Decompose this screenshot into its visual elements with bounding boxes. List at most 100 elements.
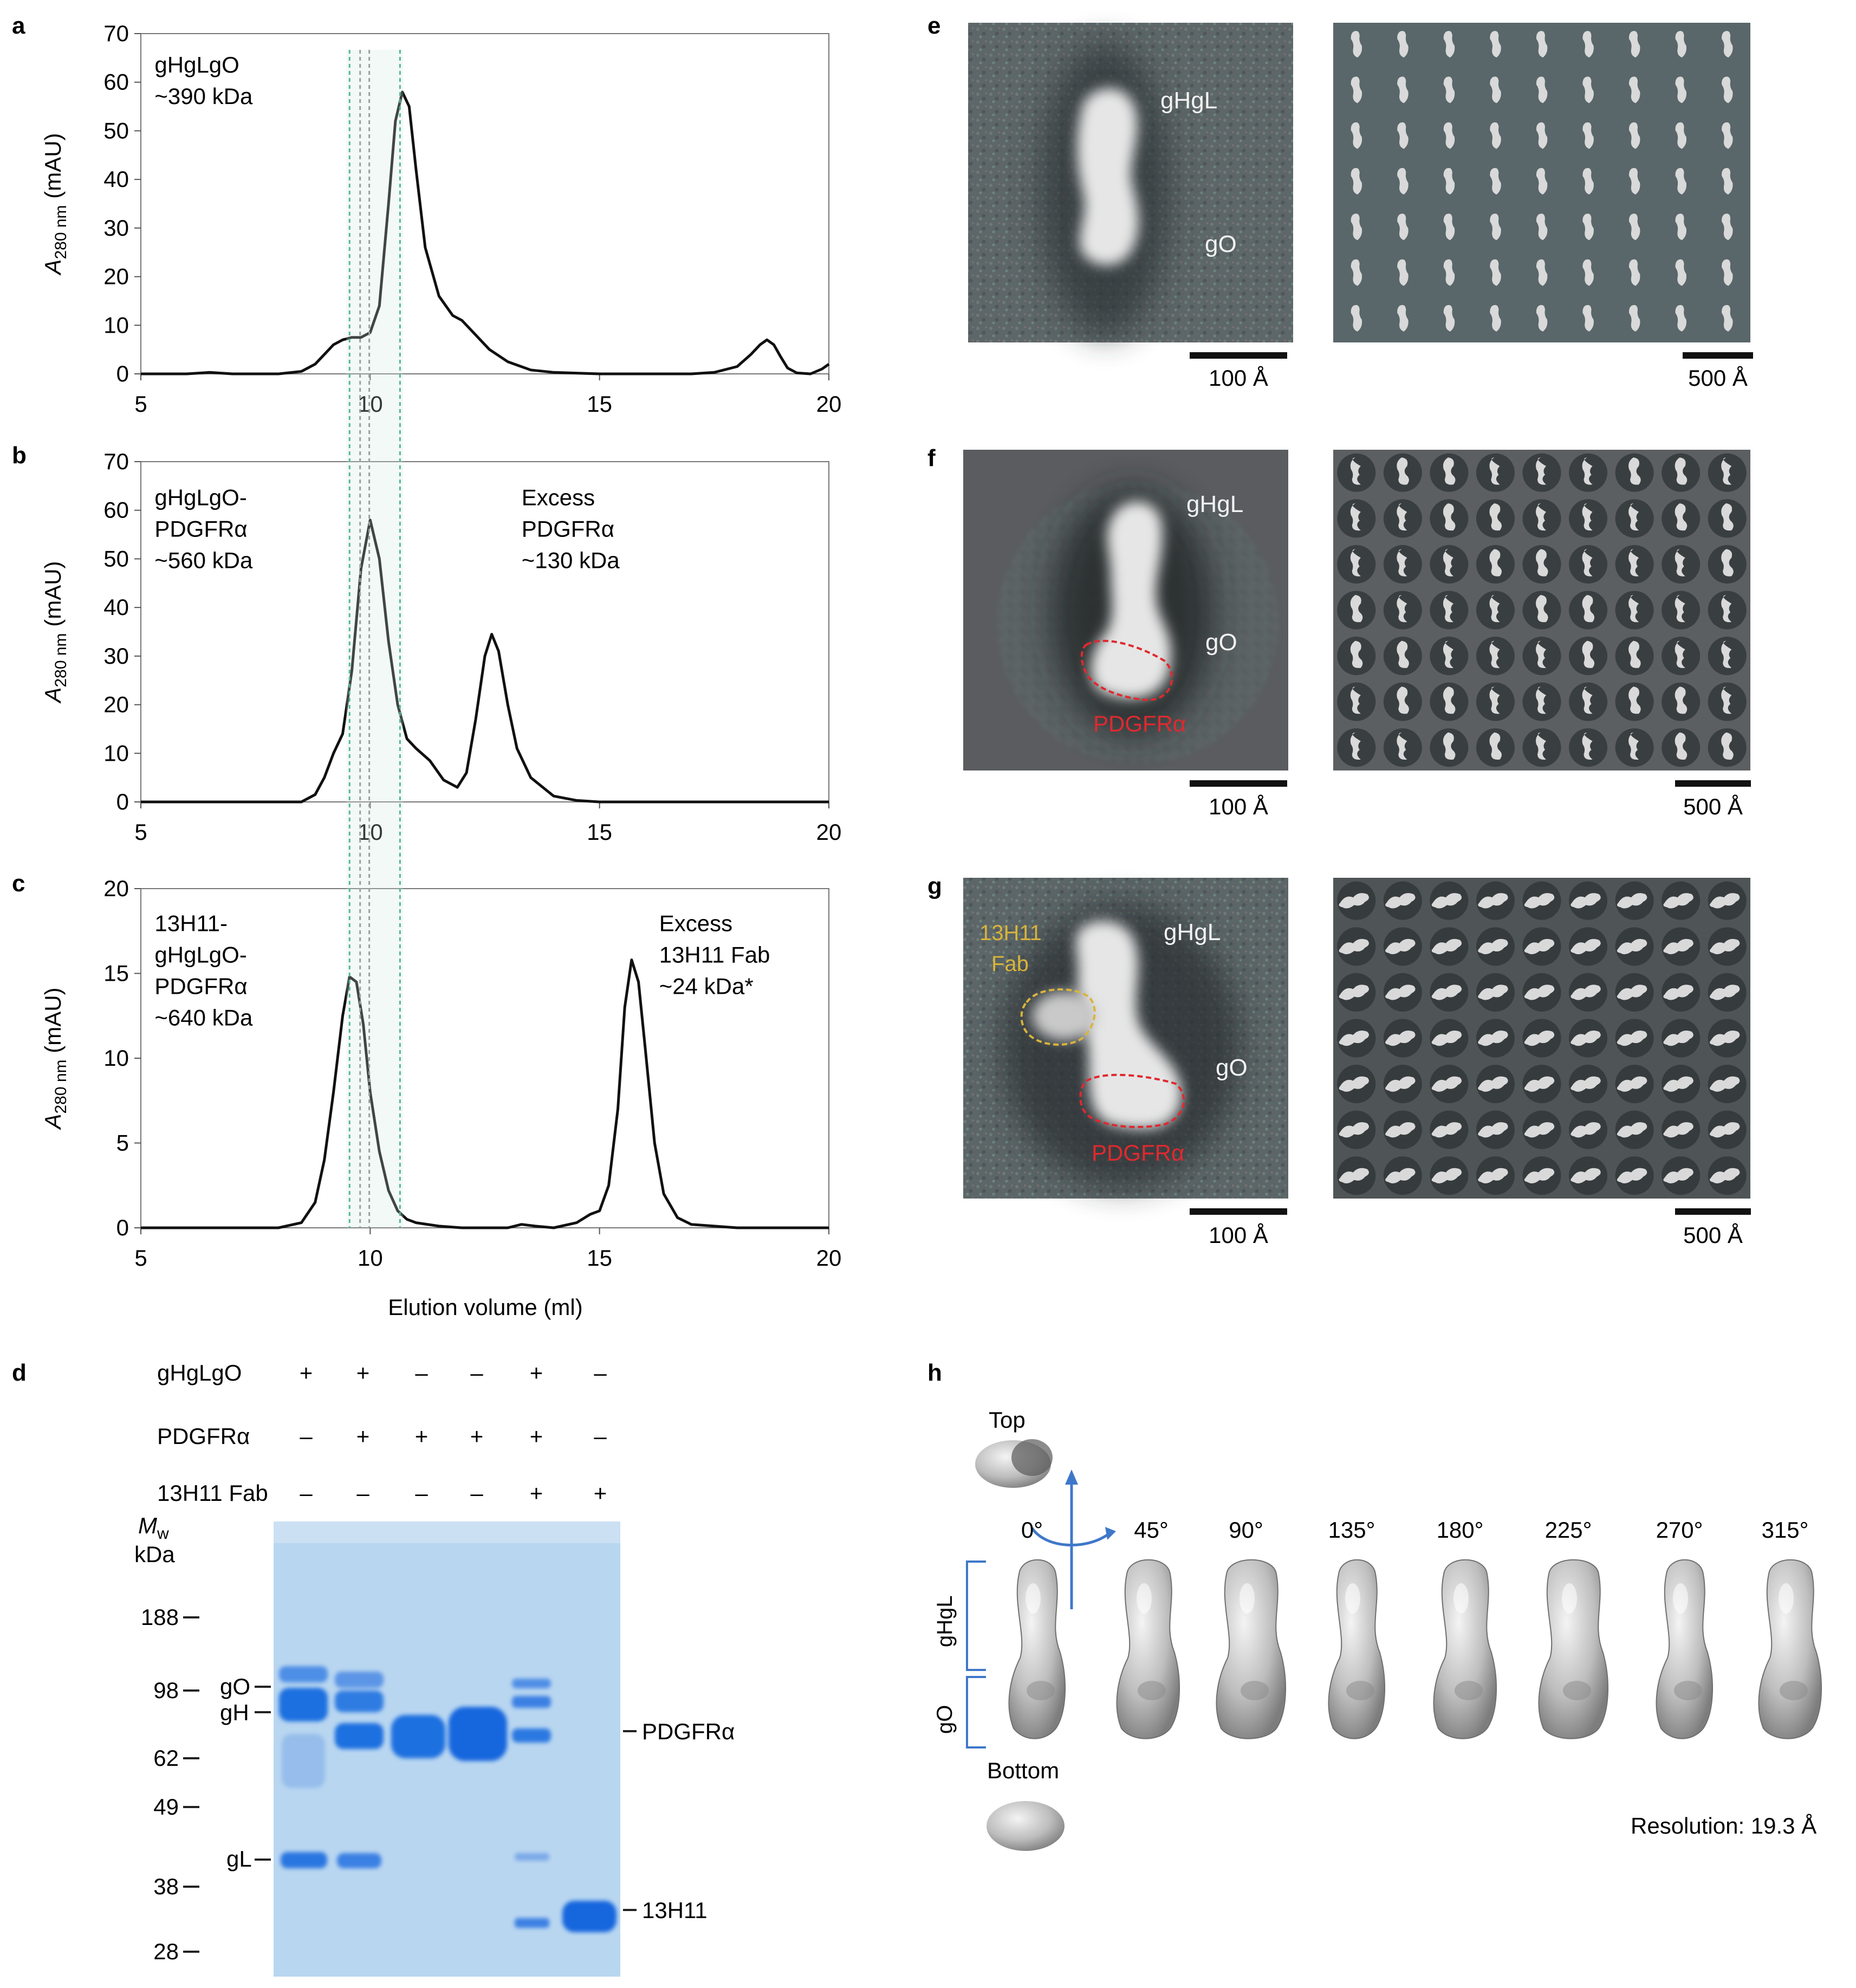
x-tick-label: 15 (587, 391, 612, 417)
class-average-particle (1339, 985, 1369, 1000)
class-average-particle (1443, 595, 1453, 623)
x-tick-label: 5 (134, 819, 147, 845)
class-average-particle (1397, 31, 1409, 58)
class-average-particle (1350, 687, 1361, 714)
class-average-particle (1582, 640, 1595, 668)
class-average-particle (1443, 122, 1455, 149)
panel-letter-d: d (12, 1359, 27, 1386)
gel-row-label-2: PDGFRα (157, 1423, 250, 1449)
class-average-particle (1663, 1076, 1693, 1092)
x-tick-label: 10 (358, 391, 383, 417)
class-average-particle (1536, 503, 1546, 531)
class-average-particle (1443, 31, 1455, 58)
class-average-particle (1675, 687, 1688, 714)
angle-label: 90° (1229, 1517, 1263, 1543)
class-average-particle (1350, 595, 1363, 623)
mw-marker-label: 28 (153, 1939, 179, 1964)
class-average-particle (1397, 503, 1407, 531)
class-average-particle (1675, 168, 1686, 195)
mw-marker-label: 188 (141, 1604, 179, 1630)
class-average-particle (1663, 893, 1693, 909)
class-average-particle (1524, 1168, 1555, 1183)
x-tick-label: 15 (587, 819, 612, 845)
class-average-particle (1385, 1122, 1416, 1138)
class-average-particle (1397, 549, 1407, 577)
peak-annotation: PDGFRα (522, 516, 614, 542)
class-average-particle (1443, 457, 1456, 485)
class-average-particle (1709, 1031, 1740, 1046)
panel-letter-b: b (12, 442, 27, 469)
class-average-particle (1571, 985, 1601, 1000)
class-average-particle (1385, 1031, 1416, 1046)
class-average-particle (1490, 122, 1501, 149)
label-g-ghgl: gHgL (1164, 919, 1221, 946)
class-average-particle (1628, 31, 1640, 58)
gel-row-label-3: 13H11 Fab (157, 1480, 268, 1506)
class-average-particle (1536, 31, 1548, 58)
model-view (1538, 1559, 1608, 1739)
y-tick-label: 60 (103, 497, 129, 523)
class-average-particle (1675, 595, 1685, 623)
class-average-particle (1628, 687, 1641, 714)
elution-curve-b (141, 519, 829, 804)
scale-bar-g-left (1190, 1208, 1287, 1215)
band-label-gh: gH (220, 1700, 249, 1725)
class-average-particle (1397, 687, 1409, 714)
class-average-particle (1489, 503, 1502, 531)
class-average-particle (1675, 31, 1686, 58)
class-average-particle (1351, 76, 1362, 103)
class-average-particle (1582, 259, 1594, 286)
gel-sign: – (300, 1423, 313, 1449)
class-average-particle (1663, 1168, 1693, 1183)
scale-bar-e-left (1190, 352, 1287, 359)
y-tick-label: 70 (103, 449, 129, 474)
class-average-particle (1675, 213, 1686, 241)
model-highlight (1673, 1583, 1688, 1614)
model-shadow (1780, 1681, 1808, 1700)
class-average-particle (1385, 893, 1416, 909)
class-average-particle (1339, 1031, 1369, 1046)
class-average-particle (1722, 31, 1733, 58)
gel-sign: + (530, 1480, 543, 1506)
em-panels: e f g gHgL gO 100 Å 500 Å gHgL gO PDGFRα (927, 12, 1753, 1248)
class-average-particle (1524, 938, 1555, 955)
class-average-particle (1489, 595, 1500, 623)
class-average-particle (1536, 213, 1548, 241)
model-highlight (1026, 1583, 1041, 1614)
x-tick-label: 15 (587, 1245, 612, 1271)
gel-image (274, 1521, 620, 1976)
class-average-particle (1536, 168, 1548, 195)
class-average-particle (1722, 76, 1733, 103)
class-average-particle (1582, 732, 1593, 760)
class-average-particle (1709, 938, 1740, 955)
bottom-view-label: Bottom (987, 1758, 1059, 1783)
bracket-label-ghgl: gHgL (933, 1595, 957, 1647)
y-tick-label: 0 (116, 1215, 129, 1240)
top-view-blob (975, 1439, 1053, 1488)
class-average-particle (1431, 938, 1462, 955)
class-average-particle (1582, 31, 1594, 58)
class-average-particle (1431, 1168, 1462, 1183)
class-average-particle (1350, 732, 1361, 760)
class-average-particle (1582, 305, 1594, 332)
class-average-particle (1582, 595, 1595, 623)
class-average-particle (1490, 31, 1501, 58)
peak-annotation: Excess (522, 485, 595, 510)
mw-marker-label: 49 (153, 1794, 179, 1819)
top-view-label: Top (989, 1407, 1026, 1433)
x-tick-label: 10 (358, 819, 383, 845)
class-average-particle (1721, 595, 1732, 623)
label-e-go: gO (1205, 231, 1237, 257)
class-average-particle (1431, 893, 1462, 909)
label-f-pdgfra: PDGFRα (1093, 711, 1186, 736)
class-average-particle (1478, 1031, 1508, 1046)
class-average-particle (1339, 1076, 1369, 1092)
x-tick-label: 5 (134, 391, 147, 417)
model-shadow (1674, 1681, 1702, 1700)
class-average-particle (1351, 213, 1362, 241)
gel-sign: – (470, 1480, 483, 1506)
class-average-particle (1397, 213, 1409, 241)
model-shadow (1455, 1681, 1483, 1700)
class-average-particle (1709, 985, 1740, 1000)
class-average-particle (1478, 1122, 1508, 1138)
